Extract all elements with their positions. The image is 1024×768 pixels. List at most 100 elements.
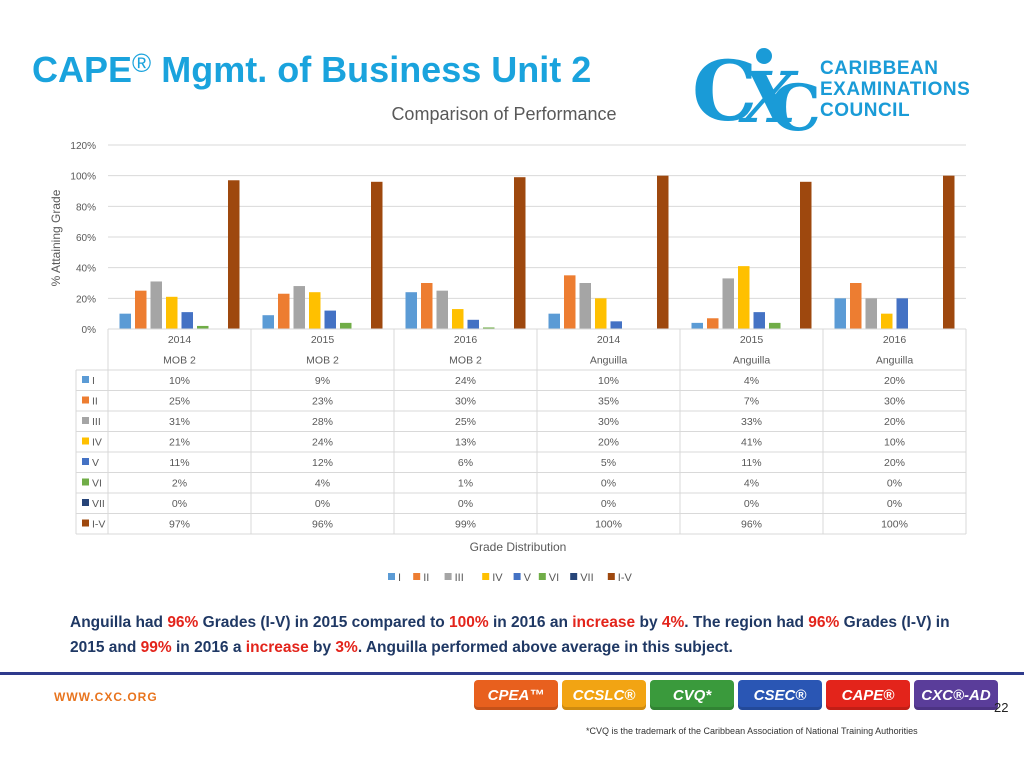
table-legend-key xyxy=(82,417,89,424)
bar-iii xyxy=(722,278,734,329)
bar-iii xyxy=(150,281,162,329)
x-tick-label-year: 2016 xyxy=(883,334,907,346)
logo-line-1: CARIBBEAN xyxy=(820,58,939,79)
table-row-label: V xyxy=(92,457,99,469)
bar-ii xyxy=(421,283,433,329)
bar-ii xyxy=(707,318,719,329)
legend-key xyxy=(570,573,578,580)
x-tick-label-year: 2014 xyxy=(168,334,192,346)
bar-i xyxy=(691,322,703,329)
table-cell: 96% xyxy=(312,519,333,531)
table-cell: 10% xyxy=(598,375,619,387)
bar-i xyxy=(548,313,560,329)
x-tick-label-group: MOB 2 xyxy=(306,355,339,367)
table-cell: 25% xyxy=(169,396,190,408)
bar-iii xyxy=(579,283,591,329)
table-legend-key xyxy=(82,396,89,404)
bar-i-v xyxy=(943,175,955,329)
table-cell: 0% xyxy=(744,498,759,510)
bar-iii xyxy=(436,290,448,329)
y-tick-label: 60% xyxy=(76,233,96,244)
summary-highlight: 3% xyxy=(335,639,358,656)
bar-iv xyxy=(309,292,321,329)
x-tick-label-group: MOB 2 xyxy=(449,355,482,367)
table-cell: 35% xyxy=(598,396,619,408)
summary-part: . The region had xyxy=(684,614,809,631)
table-cell: 4% xyxy=(744,478,759,490)
bar-i-v xyxy=(228,180,240,329)
summary-text: Anguilla had 96% Grades (I-V) in 2015 co… xyxy=(70,610,970,660)
y-axis-label: % Attaining Grade xyxy=(49,189,63,286)
x-tick-label-group: Anguilla xyxy=(733,355,771,367)
title-rest: Mgmt. of Business Unit 2 xyxy=(161,49,592,90)
table-legend-key xyxy=(82,437,89,445)
registered-mark: ® xyxy=(132,48,152,78)
bar-i xyxy=(405,292,417,329)
bar-iv xyxy=(595,298,607,329)
table-cell: 28% xyxy=(312,416,333,428)
bar-vi xyxy=(769,322,781,329)
bar-ii xyxy=(278,293,290,329)
x-axis-label: Grade Distribution xyxy=(470,540,567,554)
table-cell: 0% xyxy=(887,478,902,490)
website-link[interactable]: WWW.CXC.ORG xyxy=(54,690,158,704)
summary-part: by xyxy=(635,614,662,631)
x-tick-label-year: 2015 xyxy=(740,334,764,346)
table-cell: 5% xyxy=(601,457,616,469)
table-cell: 20% xyxy=(884,416,905,428)
program-badges: CPEA™ CCSLC® CVQ* CSEC® CAPE® CXC®-AD xyxy=(474,680,998,710)
table-cell: 25% xyxy=(455,416,476,428)
legend-key xyxy=(538,573,546,580)
bar-v xyxy=(753,312,765,329)
logo-line-2: EXAMINATIONS xyxy=(820,79,971,100)
bar-iv xyxy=(166,296,178,329)
summary-part: by xyxy=(308,639,336,656)
table-cell: 4% xyxy=(315,478,330,490)
summary-part: in 2016 an xyxy=(488,614,573,631)
table-row-label: VI xyxy=(92,478,102,490)
bar-iv xyxy=(452,309,464,329)
bar-iii xyxy=(293,286,305,329)
table-cell: 11% xyxy=(169,457,189,469)
bar-iv xyxy=(738,266,750,329)
x-tick-label-group: MOB 2 xyxy=(163,355,196,367)
cxc-logo-icon: C X C xyxy=(692,44,821,134)
bar-iv xyxy=(881,313,893,329)
chart-title: Comparison of Performance xyxy=(391,104,616,124)
table-cell: 100% xyxy=(595,519,622,531)
table-cell: 6% xyxy=(458,457,473,469)
summary-part: in 2016 a xyxy=(171,639,246,656)
legend-label: III xyxy=(455,572,464,584)
table-cell: 7% xyxy=(744,396,759,408)
bar-v xyxy=(181,312,193,329)
slide-title: CAPE® Mgmt. of Business Unit 2 xyxy=(32,48,591,91)
y-tick-label: 20% xyxy=(76,294,96,305)
legend-label: VII xyxy=(580,572,593,584)
y-tick-label: 120% xyxy=(70,141,96,152)
legend-label: I xyxy=(398,572,401,584)
table-cell: 21% xyxy=(169,437,190,449)
summary-highlight: increase xyxy=(572,614,636,631)
bar-v xyxy=(467,319,479,329)
summary-highlight: increase xyxy=(245,639,309,656)
svg-text:C: C xyxy=(770,71,821,134)
table-cell: 99% xyxy=(455,519,476,531)
legend-key xyxy=(444,573,452,580)
summary-part: Grades (I-V) in 2015 and xyxy=(70,614,950,656)
table-legend-key xyxy=(82,458,89,465)
legend-label: I-V xyxy=(618,572,633,584)
table-cell: 31% xyxy=(169,416,190,428)
table-row-label: I-V xyxy=(92,519,105,531)
performance-chart: Comparison of Performance 0% 20% 40% 60% 80% 1… xyxy=(49,104,967,584)
legend-key xyxy=(413,573,421,580)
summary-highlight: 4% xyxy=(661,614,685,631)
table-legend-key xyxy=(82,499,89,506)
badge-csec: CSEC® xyxy=(738,680,822,710)
bar-v xyxy=(610,321,622,329)
title-main: CAPE xyxy=(32,49,133,90)
x-tick-label-group: Anguilla xyxy=(876,355,914,367)
bar-iii xyxy=(865,298,877,329)
y-tick-label: 80% xyxy=(76,202,96,213)
badge-cvq: CVQ* xyxy=(650,680,734,710)
table-cell: 100% xyxy=(881,519,908,531)
